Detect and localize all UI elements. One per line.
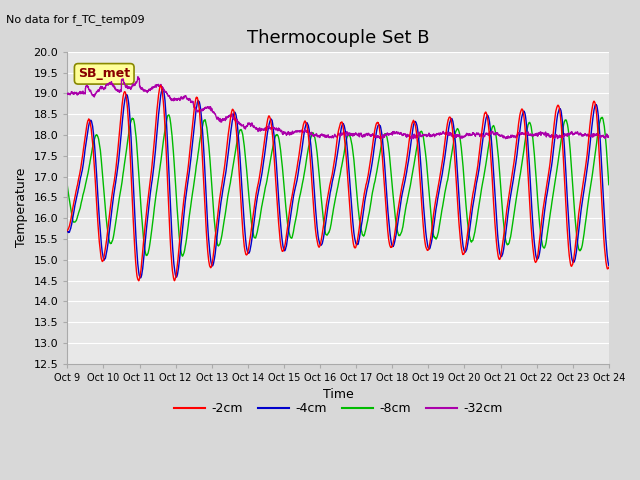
X-axis label: Time: Time (323, 388, 353, 401)
Title: Thermocouple Set B: Thermocouple Set B (247, 29, 429, 48)
Text: No data for f_TC_temp09: No data for f_TC_temp09 (6, 14, 145, 25)
Text: SB_met: SB_met (78, 67, 131, 80)
Legend: -2cm, -4cm, -8cm, -32cm: -2cm, -4cm, -8cm, -32cm (168, 397, 508, 420)
Y-axis label: Temperature: Temperature (15, 168, 28, 247)
